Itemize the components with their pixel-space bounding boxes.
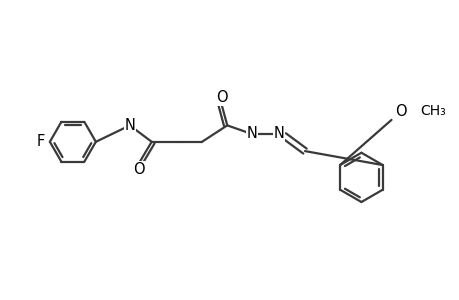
Text: O: O — [133, 162, 144, 177]
Text: F: F — [36, 134, 44, 149]
Text: N: N — [246, 126, 257, 141]
Text: O: O — [216, 91, 227, 106]
Text: N: N — [124, 118, 135, 133]
Text: CH₃: CH₃ — [419, 103, 445, 118]
Text: O: O — [395, 104, 406, 119]
Text: N: N — [273, 126, 284, 141]
